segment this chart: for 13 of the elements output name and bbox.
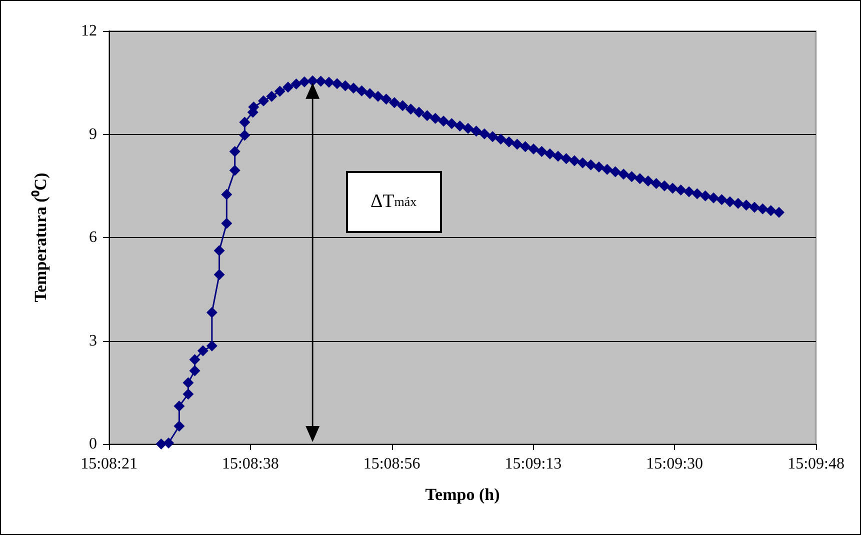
x-axis-title: Tempo (h) — [425, 485, 500, 504]
x-tick-label: 15:09:30 — [646, 456, 704, 472]
x-tick-label: 15:08:21 — [80, 456, 138, 472]
y-tick-label: 0 — [89, 436, 97, 452]
x-tick-label: 15:08:38 — [222, 456, 279, 472]
y-tick-label: 9 — [89, 126, 97, 143]
y-tick-label: 6 — [89, 229, 97, 246]
y-tick-label: 3 — [89, 332, 97, 350]
x-tick-label: 15:08:56 — [363, 456, 420, 472]
y-tick-label: 12 — [81, 22, 97, 40]
y-axis-title: Temperatura (⁰C) — [31, 172, 50, 302]
x-tick-label: 15:09:48 — [788, 456, 844, 472]
x-tick-label: 15:09:13 — [504, 456, 562, 472]
